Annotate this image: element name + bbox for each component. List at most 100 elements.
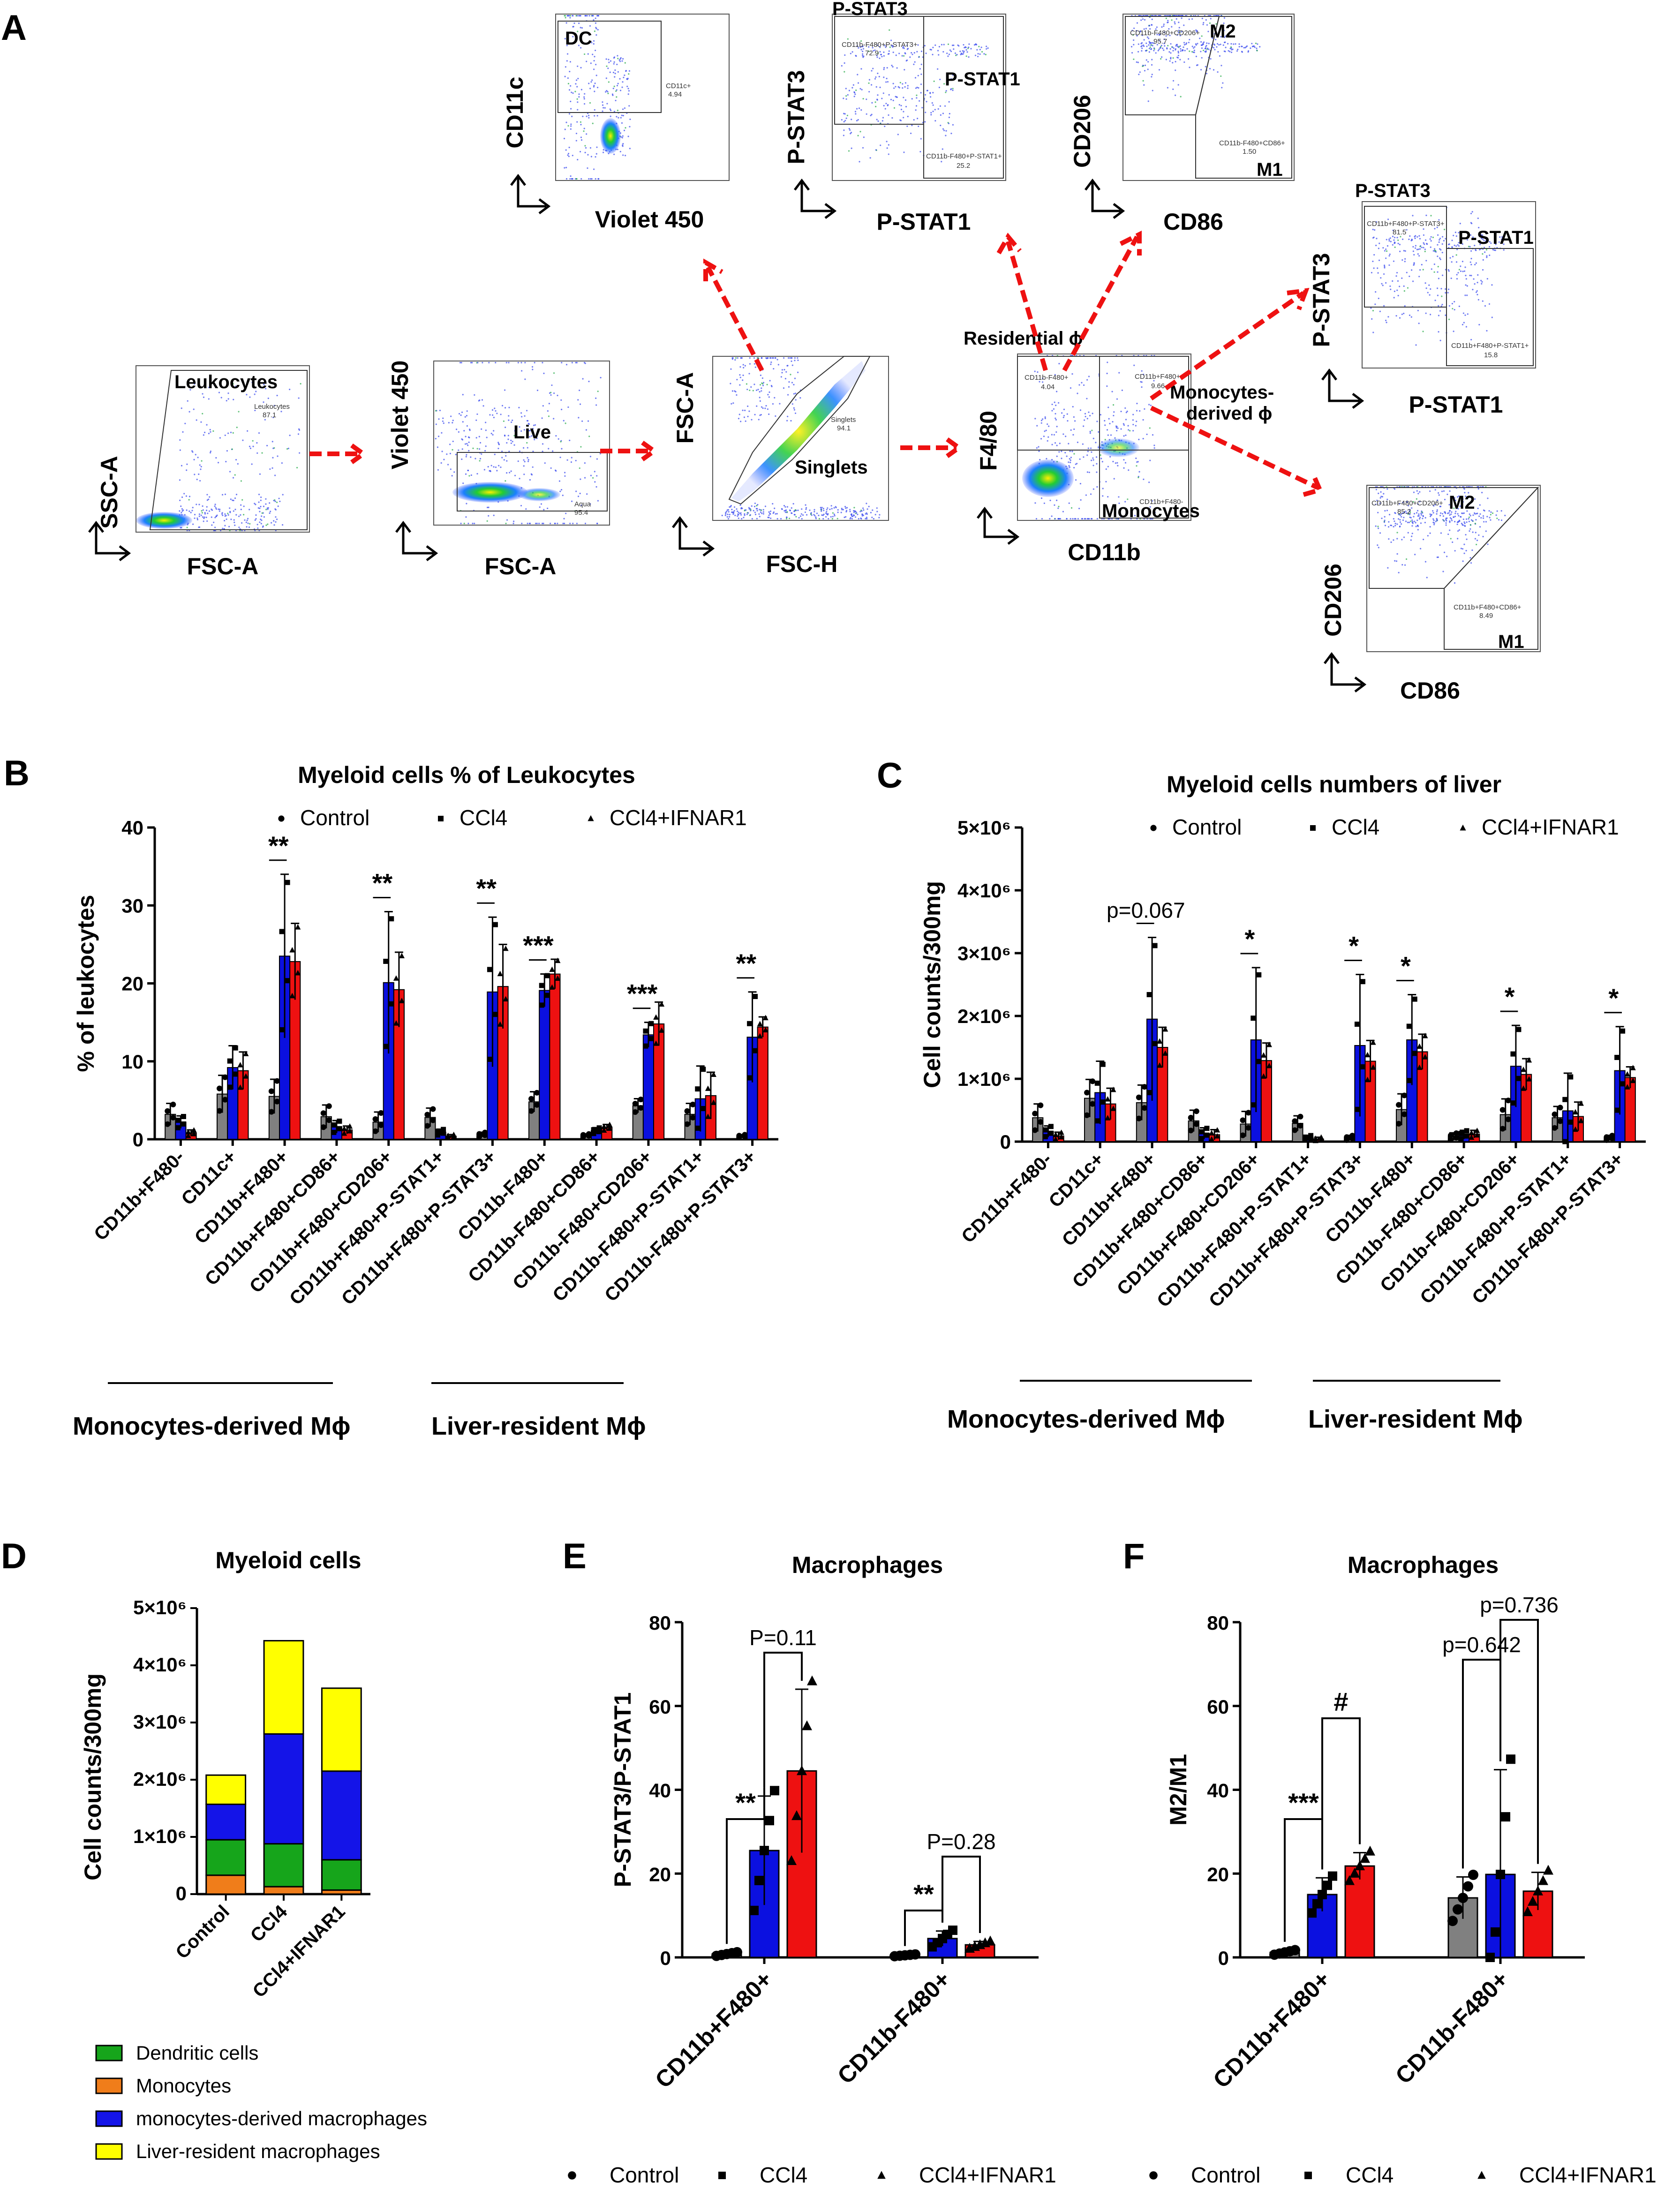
data-point xyxy=(1453,1904,1463,1915)
flow-event-dot xyxy=(238,515,240,517)
flow-event-dot xyxy=(592,122,594,124)
flow-event-dot xyxy=(882,92,884,94)
flow-event-dot xyxy=(234,474,236,476)
flow-event-dot xyxy=(213,521,215,523)
flow-event-dot xyxy=(1128,429,1130,431)
svg-text:CD11b-F480+P-STAT3+: CD11b-F480+P-STAT3+ xyxy=(842,41,918,49)
flow-event-dot xyxy=(783,504,785,507)
data-point xyxy=(175,1117,181,1123)
flow-event-dot xyxy=(892,45,894,47)
flow-event-dot xyxy=(1400,523,1402,525)
flow-event-dot xyxy=(1174,94,1176,96)
flow-event-dot xyxy=(913,52,915,54)
flow-event-dot xyxy=(225,515,227,517)
legend-label: CCl4+IFNAR1 xyxy=(1482,815,1619,839)
legend-swatch xyxy=(95,2110,123,2127)
flow-event-dot xyxy=(1487,497,1489,499)
flow-event-dot xyxy=(1177,54,1179,56)
flow-event-dot xyxy=(1419,517,1421,519)
flow-event-dot xyxy=(930,112,932,113)
flow-event-dot xyxy=(256,524,258,526)
flow-event-dot xyxy=(1380,491,1382,493)
flow-event-dot xyxy=(871,70,873,72)
flow-event-dot xyxy=(447,464,449,466)
flow-event-dot xyxy=(975,44,977,45)
axis-arrow-icon xyxy=(395,520,438,561)
flow-event-dot xyxy=(767,357,768,359)
flow-event-dot xyxy=(1458,245,1460,247)
flow-event-dot xyxy=(577,101,579,103)
data-point xyxy=(770,1786,779,1796)
flow-event-dot xyxy=(866,113,867,115)
axis-arrow-icon xyxy=(1321,368,1364,409)
flow-event-dot xyxy=(1472,514,1474,516)
x-tick-label: CD11b+F480+ xyxy=(650,1966,777,2093)
flow-event-dot xyxy=(1141,50,1143,52)
flow-event-dot xyxy=(263,401,264,403)
flow-event-dot xyxy=(437,469,439,471)
flow-event-dot xyxy=(1051,403,1053,406)
flow-event-dot xyxy=(1454,550,1456,552)
flow-event-dot xyxy=(1183,61,1185,63)
flow-event-dot xyxy=(1466,518,1468,520)
flow-event-dot xyxy=(966,51,968,53)
flow-event-dot xyxy=(952,88,954,90)
flow-event-dot xyxy=(246,394,248,396)
flow-event-dot xyxy=(852,515,854,518)
flow-event-dot xyxy=(1152,42,1153,44)
flow-event-dot xyxy=(853,512,855,513)
flow-event-dot xyxy=(1486,278,1488,280)
data-point xyxy=(736,1133,742,1139)
data-point xyxy=(1032,1111,1038,1117)
flow-event-dot xyxy=(1488,303,1491,305)
flow-event-dot xyxy=(259,521,261,523)
flow-event-dot xyxy=(860,40,862,42)
flow-event-dot xyxy=(1384,516,1386,518)
flow-event-dot xyxy=(1442,571,1444,572)
flow-event-dot xyxy=(797,359,799,361)
flow-event-dot xyxy=(1042,418,1044,420)
flow-event-dot xyxy=(1471,549,1473,551)
flow-event-dot xyxy=(906,45,908,46)
flow-event-dot xyxy=(1078,384,1080,386)
flow-event-dot xyxy=(1383,273,1385,275)
flow-event-dot xyxy=(1444,511,1446,513)
flow-event-dot xyxy=(1153,444,1155,446)
flow-event-dot xyxy=(853,514,855,516)
flow-event-dot xyxy=(1205,47,1206,50)
flow-event-dot xyxy=(1083,384,1085,386)
flow-event-dot xyxy=(196,419,197,421)
flow-event-dot xyxy=(542,443,544,445)
data-point xyxy=(191,1127,197,1133)
flow-event-dot xyxy=(1095,456,1098,458)
flow-event-dot xyxy=(543,372,545,374)
flow-event-dot xyxy=(194,517,196,519)
chart-title: Macrophages xyxy=(792,1552,943,1578)
data-point xyxy=(1528,1896,1538,1906)
flow-event-dot xyxy=(879,514,881,516)
flow-event-dot xyxy=(1394,237,1396,239)
data-point xyxy=(1260,1052,1266,1058)
flow-event-dot xyxy=(574,90,576,92)
flow-event-dot xyxy=(589,25,591,27)
flow-event-dot xyxy=(529,436,531,438)
flow-event-dot xyxy=(891,64,893,67)
flow-event-dot xyxy=(1048,425,1050,427)
data-point xyxy=(320,1110,326,1116)
flow-event-dot xyxy=(784,512,786,513)
flow-event-dot xyxy=(1459,223,1461,225)
flow-event-dot xyxy=(821,506,823,509)
flow-event-dot xyxy=(938,86,941,89)
flow-event-dot xyxy=(1180,50,1182,52)
flow-event-dot xyxy=(844,54,846,56)
flow-event-dot xyxy=(1147,61,1149,63)
flow-event-dot xyxy=(1478,226,1480,229)
flow-event-dot xyxy=(843,98,844,99)
data-point xyxy=(389,1001,394,1007)
flow-event-dot xyxy=(1412,521,1414,523)
flow-event-dot xyxy=(1217,51,1219,53)
flow-event-dot xyxy=(1092,457,1094,459)
data-point xyxy=(1297,1113,1303,1120)
data-point xyxy=(435,1128,441,1134)
flow-event-dot xyxy=(1448,512,1450,514)
